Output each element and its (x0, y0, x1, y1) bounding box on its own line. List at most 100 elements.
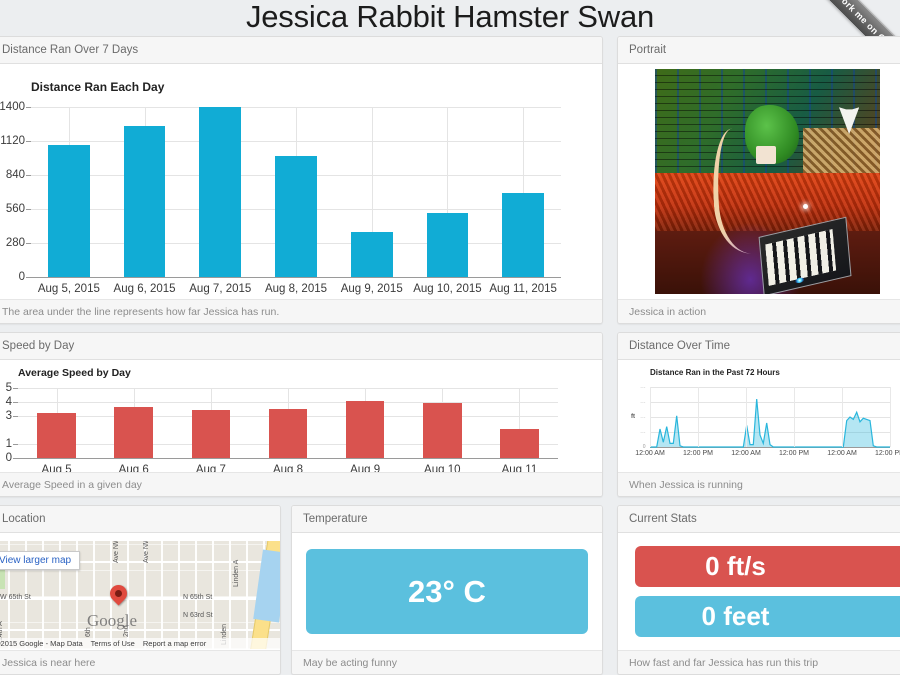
chart-x-gridline (746, 387, 747, 447)
panel-footer: May be acting funny (292, 650, 602, 674)
chart-x-axis-label: Aug 6 (118, 464, 149, 472)
chart-y-tick (26, 175, 31, 176)
hamster-cage-photo (654, 69, 880, 294)
panel-footer: Average Speed in a given day (0, 472, 602, 496)
portrait-image-wrap (618, 64, 900, 299)
chart-gridline (650, 447, 890, 448)
panel-caption: May be acting funny (303, 656, 397, 669)
panel-title: Temperature (303, 513, 368, 525)
chart-y-axis-label: ... (640, 384, 646, 390)
chart-x-axis-label: Aug 9, 2015 (340, 283, 403, 295)
map-park-area (0, 569, 5, 589)
chart-y-axis-label: 1 (5, 438, 12, 450)
chart-x-gridline (890, 387, 891, 447)
map-street-label: N 63rd St (183, 612, 213, 619)
chart-plot-area: 0 1 3 4 5 Aug 5 Aug 6 Aug 7 Aug 8 Aug 9 Aug 10 Aug … (6, 382, 558, 472)
chart-bar[interactable] (502, 193, 544, 277)
chart-x-axis-label: 12:00 PM (683, 450, 713, 457)
chart-x-axis-label: Aug 5, 2015 (37, 283, 100, 295)
chart-average-speed-by-day[interactable]: Average Speed by Day 0 1 3 4 5 Aug 5 Aug 6 Aug 7… (0, 360, 602, 472)
chart-y-tick (13, 444, 18, 445)
panel-caption: Jessica is near here (2, 656, 96, 669)
chart-gridline (650, 387, 890, 388)
chart-x-axis-label: Aug 10 (424, 464, 461, 472)
google-map[interactable]: Google View larger map NW 65th St N 65th… (0, 541, 280, 649)
panel-footer: When Jessica is running (618, 472, 900, 496)
panel-footer: How fast and far Jessica has run this tr… (618, 650, 900, 674)
chart-x-axis-label: Aug 8, 2015 (264, 283, 328, 295)
chart-x-axis-label: Aug 6, 2015 (113, 283, 176, 295)
panel-body: Distance Ran Each Day 0 280 560 840 1120 1400 A… (0, 64, 602, 299)
panel-speed-by-day: Speed by Day Average Speed by Day 0 1 3 4 5 Au… (0, 332, 603, 497)
chart-y-axis-label: 840 (5, 169, 25, 181)
map-copyright: ©2015 Google - Map Data (0, 639, 83, 648)
chart-area-series (650, 398, 890, 448)
chart-plot-area: 0 280 560 840 1120 1400 Aug 5, 2015 Aug 6, 2015… (0, 101, 561, 295)
panel-title: Location (2, 513, 46, 525)
chart-category-divider (447, 107, 448, 277)
chart-y-axis-label: 0 (5, 452, 12, 464)
map-terms-link[interactable]: Terms of Use (90, 639, 135, 648)
chart-bar[interactable] (500, 428, 539, 458)
panel-distance-over-7-days: Distance Ran Over 7 Days Distance Ran Ea… (0, 36, 603, 324)
chart-distance-each-day[interactable]: Distance Ran Each Day 0 280 560 840 1120 1400 A… (0, 64, 602, 299)
chart-bar[interactable] (350, 232, 393, 277)
page-title: Jessica Rabbit Hamster Swan (245, 0, 655, 34)
panel-caption: How fast and far Jessica has run this tr… (629, 656, 819, 669)
chart-gridline (650, 417, 890, 418)
google-logo: Google (87, 611, 138, 630)
chart-bar[interactable] (114, 406, 153, 458)
chart-bar[interactable] (48, 145, 90, 277)
chart-gridline (650, 402, 890, 403)
map-street-label: Linden A (233, 559, 240, 587)
chart-distance-past-72-hours[interactable]: Distance Ran in the Past 72 Hours ft 0....… (618, 360, 900, 472)
chart-bar[interactable] (423, 403, 462, 458)
chart-bar[interactable] (268, 409, 308, 458)
panel-footer: Jessica is near here (0, 650, 280, 674)
view-larger-map-link[interactable]: View larger map (0, 551, 81, 570)
panel-title: Distance Over Time (629, 340, 730, 352)
chart-y-axis-label: 1120 (0, 135, 25, 147)
chart-gridline (31, 277, 561, 278)
chart-y-tick (26, 107, 31, 108)
panel-header: Current Stats (618, 506, 900, 533)
panel-title: Distance Ran Over 7 Days (2, 44, 139, 56)
chart-bar[interactable] (426, 212, 469, 277)
map-street-label: 6th (85, 627, 92, 637)
panel-footer: Jessica in action (618, 299, 900, 323)
panel-distance-over-time: Distance Over Time Distance Ran in the P… (617, 332, 900, 497)
chart-y-axis-label: 280 (5, 237, 25, 249)
chart-bar[interactable] (345, 400, 385, 458)
chart-x-axis-label: Aug 7, 2015 (189, 283, 252, 295)
chart-y-tick (26, 209, 31, 210)
chart-y-axis-label: 4 (5, 396, 12, 408)
panel-header: Distance Ran Over 7 Days (0, 37, 602, 64)
chart-y-tick (26, 141, 31, 142)
chart-bar[interactable] (199, 107, 242, 277)
panel-footer: The area under the line represents how f… (0, 299, 602, 323)
panel-body (618, 64, 900, 299)
panel-body: 23° C (292, 533, 602, 650)
panel-header: Distance Over Time (618, 333, 900, 360)
chart-bar[interactable] (37, 413, 76, 458)
chart-bar[interactable] (123, 126, 166, 277)
chart-x-axis-label: Aug 5 (41, 464, 72, 472)
temperature-value-block: 23° C (306, 549, 588, 634)
food-bedding (803, 127, 880, 177)
chart-bar[interactable] (191, 410, 231, 458)
chart-y-axis-label: 5 (5, 382, 12, 394)
chart-x-gridline (698, 387, 699, 447)
map-credits: ©2015 Google - Map Data Terms of Use Rep… (0, 638, 280, 649)
panel-header: Portrait (618, 37, 900, 64)
chart-title: Distance Ran Each Day (31, 80, 165, 94)
chart-x-axis-label: 12:00 PM (779, 450, 809, 457)
chart-bar[interactable] (275, 155, 317, 277)
map-report-error-link[interactable]: Report a map error (142, 639, 207, 648)
panel-temperature: Temperature 23° C May be acting funny (291, 505, 603, 675)
map-street-label: N 65th St (183, 594, 213, 601)
chart-category-divider (519, 388, 520, 458)
panel-caption: Jessica in action (629, 305, 707, 318)
chart-y-axis-label: ... (640, 429, 646, 435)
chart-y-tick (13, 388, 18, 389)
